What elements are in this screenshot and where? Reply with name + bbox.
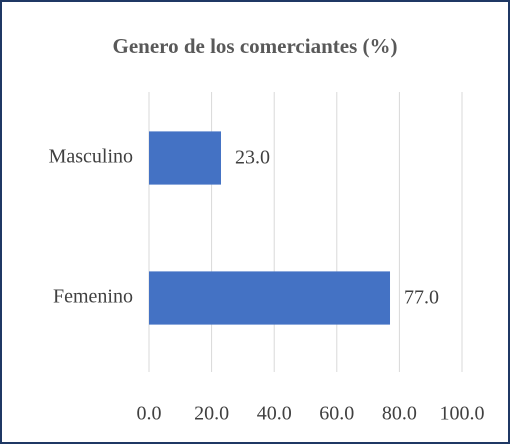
y-tick-label: Masculino — [49, 146, 133, 168]
x-tick-label: 20.0 — [194, 403, 229, 425]
x-tick-label: 0.0 — [137, 403, 162, 425]
data-label: 23.0 — [235, 147, 270, 169]
chart-title: Genero de los comerciantes (%) — [113, 34, 398, 58]
y-tick-label: Femenino — [53, 286, 133, 308]
x-tick-label: 60.0 — [319, 403, 354, 425]
data-label: 77.0 — [404, 287, 439, 309]
x-tick-label: 100.0 — [440, 403, 485, 425]
bar — [149, 271, 391, 325]
x-tick-label: 40.0 — [257, 403, 292, 425]
x-tick-label: 80.0 — [382, 403, 417, 425]
bar — [149, 131, 221, 185]
